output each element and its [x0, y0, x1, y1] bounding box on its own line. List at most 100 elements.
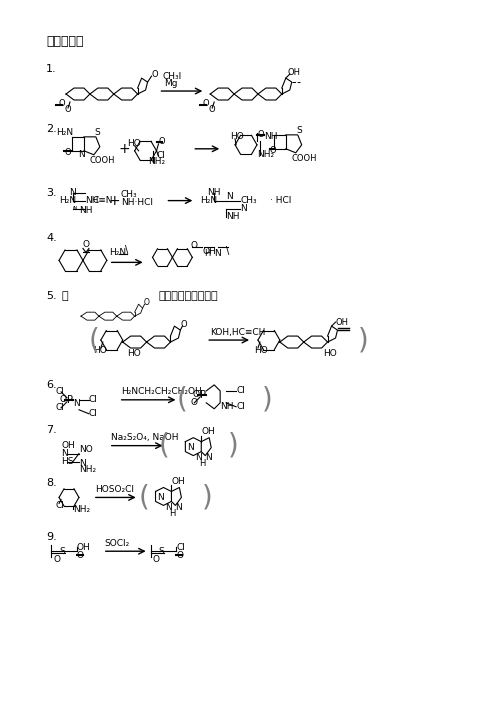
Text: ): ): [358, 326, 368, 354]
Text: HOSO₂Cl: HOSO₂Cl: [95, 485, 134, 494]
Text: \: \: [226, 246, 230, 256]
Text: NH₂: NH₂: [257, 150, 274, 159]
Text: NH: NH: [208, 188, 221, 197]
Text: H: H: [200, 459, 205, 468]
Text: N: N: [196, 453, 202, 462]
Text: S: S: [95, 128, 100, 137]
Text: O: O: [190, 241, 198, 250]
Text: N: N: [214, 249, 221, 258]
Text: OH: OH: [172, 477, 185, 486]
Text: HO: HO: [230, 132, 244, 142]
Text: P: P: [200, 390, 206, 400]
Text: NO: NO: [79, 445, 92, 454]
Text: O: O: [64, 148, 70, 157]
Text: S: S: [296, 127, 302, 135]
Text: O: O: [152, 69, 158, 79]
Text: (: (: [89, 326, 100, 354]
Text: O: O: [202, 100, 209, 108]
Text: HO: HO: [324, 350, 338, 358]
Text: OH: OH: [202, 427, 215, 436]
Text: O: O: [144, 297, 150, 307]
Text: NH: NH: [226, 212, 239, 221]
Text: 1.: 1.: [46, 64, 57, 74]
Text: NH·HCl: NH·HCl: [120, 198, 152, 207]
Text: ): ): [262, 386, 272, 413]
Text: 5.: 5.: [46, 291, 57, 301]
Text: H₂N: H₂N: [109, 248, 126, 257]
Text: O: O: [58, 100, 64, 108]
Text: HO: HO: [93, 346, 106, 355]
Text: N: N: [73, 399, 80, 409]
Text: N: N: [226, 192, 233, 201]
Text: H: H: [204, 249, 210, 258]
Text: HS: HS: [61, 457, 74, 466]
Text: OH: OH: [61, 441, 75, 450]
Text: NH₂: NH₂: [73, 505, 90, 514]
Text: OH: OH: [77, 543, 90, 552]
Text: \: \: [124, 246, 128, 256]
Text: O: O: [192, 390, 200, 399]
Text: Cl: Cl: [236, 387, 245, 395]
Text: Na₂S₂O₄, NaOH: Na₂S₂O₄, NaOH: [111, 433, 178, 442]
Text: CH₃: CH₃: [120, 190, 138, 199]
Text: C≡N: C≡N: [93, 196, 114, 205]
Text: SOCl₂: SOCl₂: [105, 539, 130, 548]
Text: NH: NH: [264, 132, 278, 142]
Text: O: O: [152, 554, 160, 564]
Text: N: N: [78, 150, 84, 159]
Text: N: N: [70, 188, 76, 197]
Text: +: +: [118, 142, 130, 156]
Text: · HCl: · HCl: [270, 196, 291, 205]
Text: COOH: COOH: [90, 156, 116, 165]
Text: NH: NH: [85, 196, 98, 205]
Text: 7.: 7.: [46, 425, 57, 435]
Text: HO: HO: [254, 346, 268, 355]
Text: O: O: [208, 105, 215, 115]
Text: HO: HO: [126, 139, 140, 149]
Text: H₂N: H₂N: [59, 196, 76, 205]
Text: O: O: [64, 105, 70, 115]
Text: H₂N: H₂N: [200, 196, 218, 205]
Text: O: O: [77, 551, 84, 560]
Text: N: N: [166, 503, 172, 512]
Text: 8.: 8.: [46, 479, 57, 489]
Text: H₂N: H₂N: [56, 128, 73, 137]
Text: H₂NCH₂CH₂CH₂OH: H₂NCH₂CH₂CH₂OH: [120, 387, 202, 396]
Text: CH₃I: CH₃I: [162, 72, 182, 81]
Text: 3.: 3.: [46, 188, 57, 198]
Text: +: +: [109, 193, 120, 207]
Text: iN: iN: [73, 206, 78, 211]
Text: N: N: [206, 453, 212, 462]
Text: 以: 以: [61, 291, 68, 301]
Text: COOH: COOH: [292, 154, 318, 164]
Text: Cl: Cl: [89, 395, 98, 404]
Text: CH₃: CH₃: [240, 196, 256, 205]
Text: N: N: [79, 459, 86, 468]
Text: 4.: 4.: [46, 234, 57, 244]
Text: H: H: [170, 509, 176, 518]
Text: Cl: Cl: [89, 409, 98, 418]
Text: KOH,HC≡CH: KOH,HC≡CH: [210, 328, 266, 336]
Text: O: O: [190, 399, 198, 407]
Text: ): ): [228, 432, 239, 459]
Text: OH: OH: [288, 67, 301, 76]
Text: O: O: [158, 137, 165, 147]
Text: Cl: Cl: [156, 152, 166, 160]
Text: HO: HO: [126, 350, 140, 358]
Text: O: O: [270, 147, 276, 155]
Text: O: O: [180, 319, 187, 329]
Text: NH: NH: [220, 402, 234, 411]
Text: O: O: [176, 551, 184, 560]
Text: O: O: [59, 395, 66, 404]
Text: NH: NH: [79, 206, 92, 215]
Text: OH: OH: [202, 247, 216, 256]
Text: S: S: [158, 547, 164, 556]
Text: O: O: [83, 240, 90, 249]
Text: O: O: [53, 554, 60, 564]
Text: 为原料合成炔雌醇。: 为原料合成炔雌醇。: [158, 291, 218, 301]
Text: N: N: [240, 204, 247, 213]
Text: OH: OH: [336, 318, 348, 326]
Text: Cl: Cl: [176, 543, 186, 552]
Text: 6.: 6.: [46, 380, 57, 390]
Text: O: O: [258, 130, 264, 139]
